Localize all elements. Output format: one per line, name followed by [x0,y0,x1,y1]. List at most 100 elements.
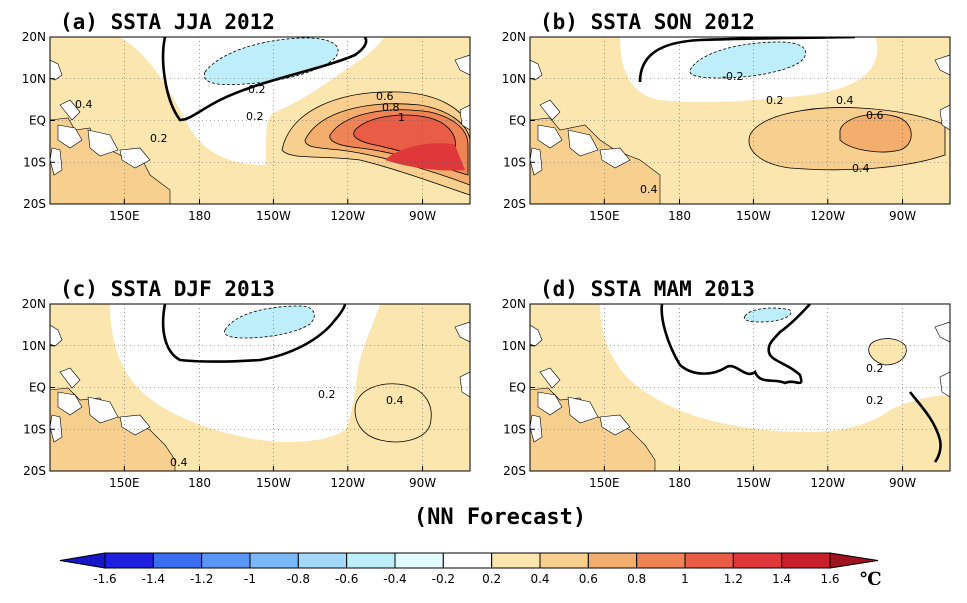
x-tick-label: 180 [668,209,691,223]
y-tick-label: 20S [23,197,46,211]
x-tick-label: 180 [188,209,211,223]
x-tick-label: 120W [330,476,365,490]
x-tick-label: 150E [589,476,620,490]
panel-d-cold-anomaly [743,307,792,323]
colorbar-swatch [732,552,783,569]
colorbar-tick-label: -0.6 [335,572,358,586]
x-tick-label: 150W [736,209,771,223]
panel-b-contour-label: 0.4 [836,94,854,107]
colorbar-tick-label: -0.2 [432,572,455,586]
colorbar-tick-label: -1 [244,572,256,586]
panel-a-contour-label: 0.8 [382,101,400,114]
colorbar-swatch [346,552,396,569]
colorbar-swatch [394,552,444,569]
colorbar-swatch [539,552,589,569]
x-tick-label: 120W [330,209,365,223]
panel-a-contour-label: 0.4 [75,98,93,111]
panel-a-contour-label: 0.2 [150,132,168,145]
panel-d-land [530,321,950,443]
colorbar-tick-label: 0.6 [579,572,598,586]
panel-b-contour-label: 0.4 [640,183,658,196]
colorbar: -1.6 -1.4 -1.2 -1 -0.8 -0.6 -0.4 -0.2 0.2 0.4 0.6 0… [59,552,879,586]
panel-a-x-ticks: 150E 180 150W 120W 90W [109,199,436,223]
panel-c-cold-anomaly [224,305,315,339]
panel-c-title: (c) SSTA DJF 2013 [60,277,275,301]
colorbar-swatch [442,552,493,569]
colorbar-swatch [201,552,251,569]
panel-b-x-ticks: 150E 180 150W 120W 90W [589,199,916,223]
colorbar-tick-label: 0.4 [530,572,549,586]
y-tick-label: 10N [502,72,526,86]
y-tick-label: EQ [509,381,526,395]
panel-d-title: (d) SSTA MAM 2013 [540,277,755,301]
panel-a-neutral-region [120,37,385,165]
panel-c-contour-label: 0.4 [386,394,404,407]
colorbar-swatch [636,552,686,569]
y-tick-label: 20N [502,297,526,311]
x-tick-label: 90W [409,209,436,223]
panel-b-contour-label: 0.2 [766,94,784,107]
panel-c-neutral-region [110,304,380,442]
colorbar-tick-label: 1.6 [820,572,839,586]
panel-d-contour-label: 0.2 [866,394,884,407]
colorbar-tick-label: -0.4 [383,572,406,586]
panel-b-cold-anomaly [689,41,806,79]
y-tick-label: EQ [29,381,46,395]
x-tick-label: 120W [810,476,845,490]
panel-d-map [530,304,950,471]
y-tick-label: 10S [503,155,526,169]
y-tick-label: 10S [503,422,526,436]
panel-a-contour-label: 0.2 [246,110,264,123]
colorbar-swatch [104,552,154,569]
colorbar-tick-label: -1.4 [142,572,165,586]
panel-a-land [50,54,470,176]
colorbar-swatch [781,552,831,569]
panel-b: (b) SSTA SON 2012 -0.2 0.2 0.4 0.6 0.4 0… [502,10,951,223]
panel-c-map [50,304,470,471]
x-tick-label: 90W [889,476,916,490]
panel-b-contour-label: 0.6 [866,109,884,122]
panel-a-contour-label: 1 [398,111,405,124]
panel-b-map [530,37,950,204]
panel-a-y-ticks: 20N 10N EQ 10S 20S [22,30,55,211]
panel-a-warm-core [385,143,465,171]
panel-d-x-ticks: 150E 180 150W 120W 90W [589,466,916,490]
colorbar-tick-label: -1.6 [93,572,116,586]
x-tick-label: 150W [256,476,291,490]
colorbar-swatch [249,552,299,569]
panel-b-contour-label: -0.2 [722,70,743,83]
x-tick-label: 180 [668,476,691,490]
colorbar-tick-label: -0.8 [287,572,310,586]
colorbar-tick-label: -1.2 [190,572,213,586]
y-tick-label: 20S [503,464,526,478]
panel-c-y-ticks: 20N 10N EQ 10S 20S [22,297,55,478]
panel-d-zero-contour-east [908,391,942,463]
panel-a-zero-contour [161,37,368,122]
x-tick-label: 90W [409,476,436,490]
panel-a-contour-label: -0.2 [244,83,265,96]
x-tick-label: 180 [188,476,211,490]
x-tick-label: 150W [736,476,771,490]
panel-c-zero-contour [161,304,347,363]
footer-label: (NN Forecast) [414,505,586,530]
panel-c-land [50,321,470,443]
y-tick-label: EQ [509,114,526,128]
colorbar-tick-label: 1.4 [772,572,791,586]
x-tick-label: 150E [109,209,140,223]
colorbar-swatch [152,552,203,569]
colorbar-tick-label: 1 [681,572,689,586]
y-tick-label: 10N [22,72,46,86]
y-tick-label: 10S [23,155,46,169]
panel-d-contour-label: 0.2 [866,362,884,375]
colorbar-unit: ℃ [860,569,882,590]
y-tick-label: 10N [22,339,46,353]
colorbar-tick-label: 0.2 [482,572,501,586]
colorbar-tick-label: 1.2 [724,572,743,586]
panel-a-contour-label: 0.6 [376,90,394,103]
y-tick-label: 20N [502,30,526,44]
x-tick-label: 90W [889,209,916,223]
y-tick-label: 10S [23,422,46,436]
panel-b-warm-0.6 [839,113,912,153]
panel-a-cold-anomaly [203,37,339,86]
panel-c: (c) SSTA DJF 2013 0.2 0.4 0.4 150E 180 150… [22,277,471,490]
